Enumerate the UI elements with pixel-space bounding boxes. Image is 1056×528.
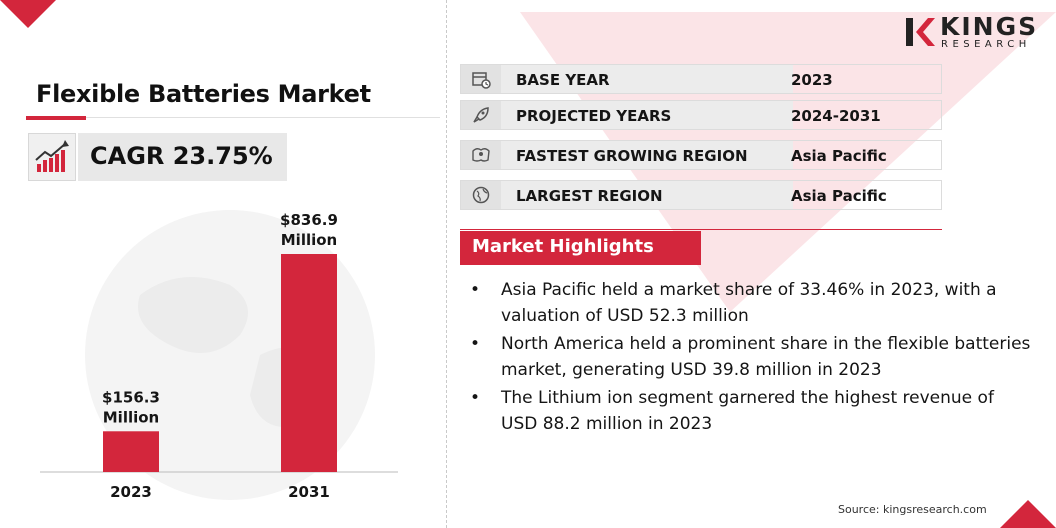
bar xyxy=(103,431,159,472)
globe-icon xyxy=(461,181,501,209)
highlight-text: Asia Pacific held a market share of 33.4… xyxy=(501,280,997,326)
calendar-clock-icon xyxy=(461,65,501,93)
bullet-icon: • xyxy=(470,388,481,408)
highlight-text: North America held a prominent share in … xyxy=(501,334,1031,380)
info-label: FASTEST GROWING REGION xyxy=(516,147,748,165)
corner-triangle-decoration xyxy=(1000,500,1056,528)
source-note: Source: kingsresearch.com xyxy=(838,503,987,516)
bullet-icon: • xyxy=(470,334,481,354)
vertical-divider xyxy=(446,0,447,528)
info-label-cell xyxy=(501,141,793,169)
info-value: Asia Pacific xyxy=(791,147,887,165)
cagr-box xyxy=(78,133,287,181)
title-rule xyxy=(26,117,440,118)
info-value: 2023 xyxy=(791,71,833,89)
growth-chart-icon xyxy=(28,133,76,181)
bar-chart: 2023 $156.3 Million 2031 $836.9 Million xyxy=(40,211,398,501)
logo-subtitle: RESEARCH xyxy=(941,39,1031,50)
x-tick-label: 2023 xyxy=(110,483,152,501)
data-label: $836.9 xyxy=(280,211,338,229)
highlight-text: The Lithium ion segment garnered the hig… xyxy=(501,388,994,434)
bar xyxy=(281,254,337,472)
info-label-cell xyxy=(501,65,793,93)
kings-logo-icon xyxy=(906,18,935,46)
info-row-base-year: BASE YEAR 2023 xyxy=(460,64,942,94)
logo-wordmark: KINGS xyxy=(940,12,1039,41)
highlights-rule xyxy=(460,229,942,230)
x-tick-label: 2031 xyxy=(288,483,330,501)
data-label: Million xyxy=(281,231,337,249)
info-label: LARGEST REGION xyxy=(516,187,663,205)
rocket-icon xyxy=(461,101,501,129)
title-accent xyxy=(26,116,86,120)
cagr-value: CAGR 23.75% xyxy=(90,142,273,170)
data-label: Million xyxy=(103,408,159,426)
info-label: BASE YEAR xyxy=(516,71,610,89)
info-row-fastest-growing-region: FASTEST GROWING REGION Asia Pacific xyxy=(460,140,942,170)
info-label-cell xyxy=(501,181,793,209)
bullet-icon: • xyxy=(470,280,481,300)
data-label: $156.3 xyxy=(102,388,160,406)
info-row-projected-years: PROJECTED YEARS 2024-2031 xyxy=(460,100,942,130)
info-label-cell xyxy=(501,101,793,129)
info-value: Asia Pacific xyxy=(791,187,887,205)
info-row-largest-region: LARGEST REGION Asia Pacific xyxy=(460,180,942,210)
info-label: PROJECTED YEARS xyxy=(516,107,672,125)
highlights-heading: Market Highlights xyxy=(472,236,654,257)
highlights-heading-box xyxy=(460,231,701,265)
page-title: Flexible Batteries Market xyxy=(36,80,371,108)
info-value: 2024-2031 xyxy=(791,107,881,125)
corner-triangle-decoration xyxy=(0,0,56,28)
map-region-icon xyxy=(461,141,501,169)
